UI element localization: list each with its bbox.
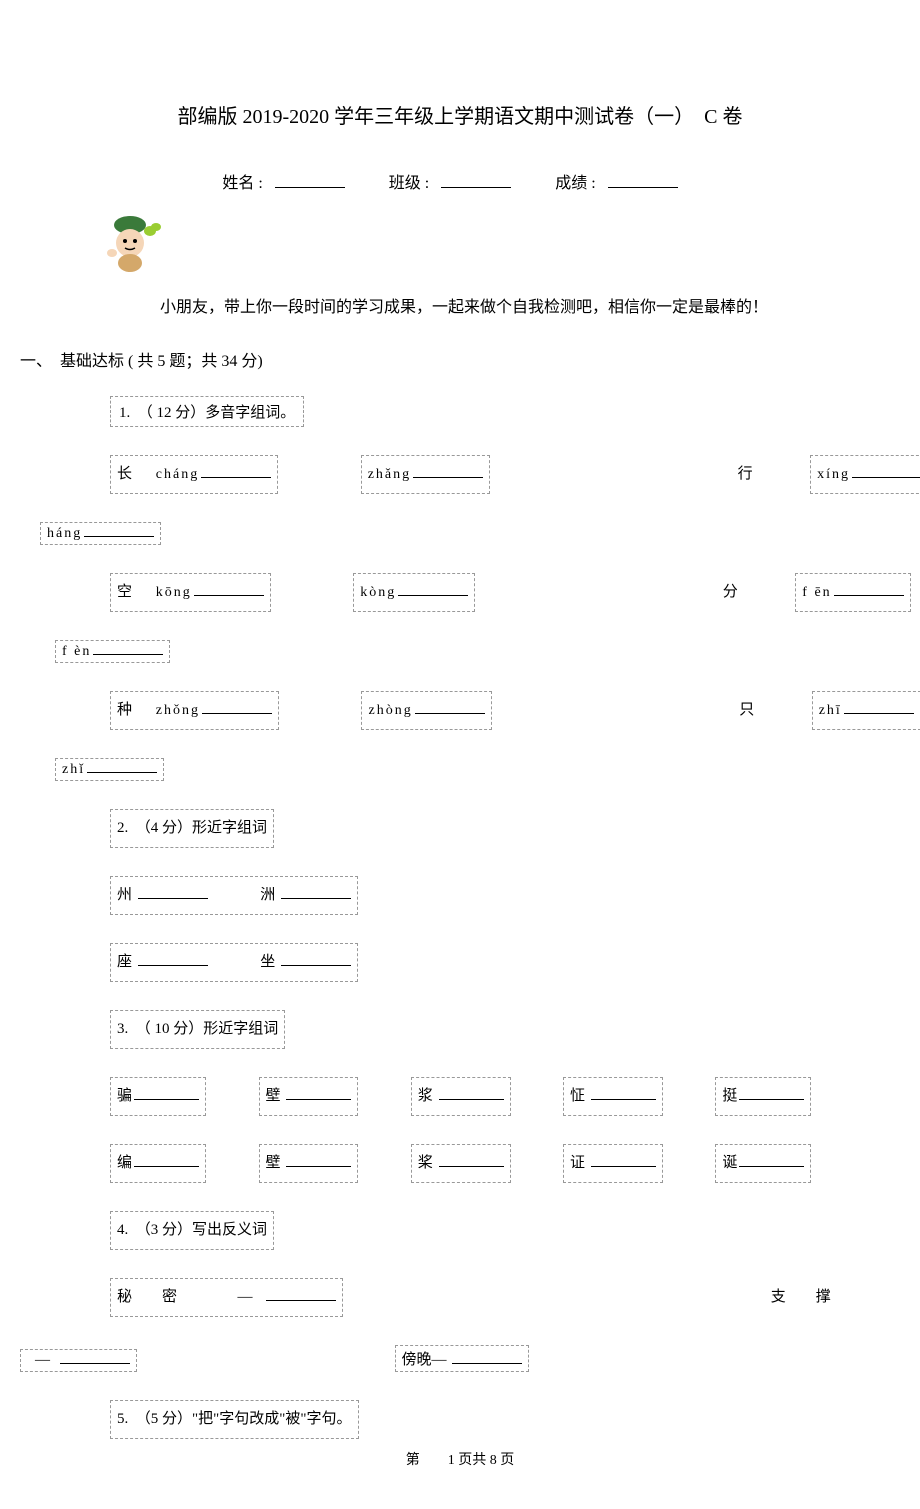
answer-blank[interactable] bbox=[834, 595, 904, 596]
q1-ch-zhong: 种 bbox=[117, 702, 132, 718]
q4-label: 4. （3 分）写出反义词 bbox=[110, 1211, 274, 1250]
answer-blank[interactable] bbox=[93, 654, 163, 655]
q1-pinyin: f ēn bbox=[802, 585, 831, 600]
q1-row1-wrap: háng bbox=[40, 522, 860, 545]
answer-blank[interactable] bbox=[591, 1166, 656, 1167]
answer-blank[interactable] bbox=[60, 1363, 130, 1364]
answer-blank[interactable] bbox=[591, 1099, 656, 1100]
q1-pinyin: háng bbox=[47, 526, 82, 541]
q3-char: 壁 bbox=[266, 1155, 281, 1171]
q1-pinyin: xíng bbox=[817, 467, 850, 482]
q3-char: 编 bbox=[117, 1155, 132, 1171]
q2-char: 州 bbox=[117, 887, 132, 903]
class-label: 班级 : bbox=[389, 175, 429, 192]
answer-blank[interactable] bbox=[415, 713, 485, 714]
q1-row2-wrap: f èn bbox=[55, 640, 860, 663]
q1-row3: 种 zhǒng zhòng 只 zhī bbox=[110, 691, 860, 730]
q2-label-row: 2. （4 分）形近字组词 bbox=[110, 809, 860, 848]
q2-char: 坐 bbox=[260, 954, 275, 970]
score-blank[interactable] bbox=[608, 187, 678, 188]
q1-ch-fen: 分 bbox=[723, 584, 738, 600]
answer-blank[interactable] bbox=[398, 595, 468, 596]
q2-label: 2. （4 分）形近字组词 bbox=[110, 809, 274, 848]
exam-page: 部编版 2019-2020 学年三年级上学期语文期中测试卷（一） C 卷 姓名 … bbox=[0, 0, 920, 1509]
answer-blank[interactable] bbox=[266, 1300, 336, 1301]
q1-pinyin: kòng bbox=[360, 585, 396, 600]
student-info-row: 姓名 : 班级 : 成绩 : bbox=[60, 169, 860, 193]
q1-pinyin: zhǎng bbox=[368, 467, 411, 482]
q3-label: 3. （ 10 分）形近字组词 bbox=[110, 1010, 285, 1049]
answer-blank[interactable] bbox=[844, 713, 914, 714]
answer-blank[interactable] bbox=[439, 1099, 504, 1100]
intro-text: 小朋友，带上你一段时间的学习成果，一起来做个自我检测吧，相信你一定是最棒的！ bbox=[160, 293, 860, 317]
q5-label: 5. （5 分）"把"字句改成"被"字句。 bbox=[110, 1400, 359, 1439]
q4-row2: — 傍晚— bbox=[20, 1345, 860, 1372]
q1-pinyin: zhī bbox=[819, 703, 842, 718]
answer-blank[interactable] bbox=[138, 965, 208, 966]
q1-ch-xing: 行 bbox=[738, 466, 753, 482]
answer-blank[interactable] bbox=[286, 1166, 351, 1167]
page-title: 部编版 2019-2020 学年三年级上学期语文期中测试卷（一） C 卷 bbox=[60, 100, 860, 129]
name-label: 姓名 : bbox=[222, 175, 262, 192]
answer-blank[interactable] bbox=[852, 477, 920, 478]
answer-blank[interactable] bbox=[138, 898, 208, 899]
answer-blank[interactable] bbox=[194, 595, 264, 596]
q1-row3-wrap: zhǐ bbox=[55, 758, 860, 781]
q2-row2: 座 坐 bbox=[110, 943, 860, 982]
q3-row1: 骗 壁 浆 怔 挺 bbox=[110, 1077, 860, 1116]
q1-pinyin: cháng bbox=[156, 467, 199, 482]
answer-blank[interactable] bbox=[87, 772, 157, 773]
answer-blank[interactable] bbox=[413, 477, 483, 478]
q2-char: 洲 bbox=[260, 887, 275, 903]
q1-pinyin: zhòng bbox=[368, 703, 412, 718]
q3-char: 证 bbox=[570, 1155, 585, 1171]
q4-label-row: 4. （3 分）写出反义词 bbox=[110, 1211, 860, 1250]
q4-word: 傍晚— bbox=[402, 1352, 447, 1368]
answer-blank[interactable] bbox=[202, 713, 272, 714]
answer-blank[interactable] bbox=[281, 965, 351, 966]
q3-row2: 编 壁 桨 证 诞 bbox=[110, 1144, 860, 1183]
dash: — bbox=[35, 1352, 50, 1368]
q1-label: 1. （ 12 分）多音字组词。 bbox=[110, 396, 304, 427]
q1-pinyin: zhǒng bbox=[156, 703, 200, 718]
q1-row2: 空 kōng kòng 分 f ēn bbox=[110, 573, 860, 612]
q3-char: 浆 bbox=[418, 1088, 433, 1104]
score-label: 成绩 : bbox=[555, 175, 595, 192]
answer-blank[interactable] bbox=[452, 1363, 522, 1364]
q3-char: 怔 bbox=[570, 1088, 585, 1104]
q3-char: 桨 bbox=[418, 1155, 433, 1171]
q3-char: 壁 bbox=[266, 1088, 281, 1104]
page-footer: 第 1 页共 8 页 bbox=[60, 1449, 860, 1469]
q3-label-row: 3. （ 10 分）形近字组词 bbox=[110, 1010, 860, 1049]
answer-blank[interactable] bbox=[134, 1166, 199, 1167]
q1-pinyin: f èn bbox=[62, 644, 91, 659]
answer-blank[interactable] bbox=[439, 1166, 504, 1167]
q1-ch-zhi: 只 bbox=[739, 702, 754, 718]
q1-row1: 长 cháng zhǎng 行 xíng bbox=[110, 455, 860, 494]
q1-pinyin: kōng bbox=[156, 585, 192, 600]
class-blank[interactable] bbox=[441, 187, 511, 188]
answer-blank[interactable] bbox=[739, 1099, 804, 1100]
q3-char: 骗 bbox=[117, 1088, 132, 1104]
answer-blank[interactable] bbox=[286, 1099, 351, 1100]
answer-blank[interactable] bbox=[84, 536, 154, 537]
q2-char: 座 bbox=[117, 954, 132, 970]
mascot-icon bbox=[100, 213, 860, 278]
answer-blank[interactable] bbox=[134, 1099, 199, 1100]
q1-ch-chang: 长 bbox=[117, 466, 132, 482]
q1-pinyin: zhǐ bbox=[62, 762, 85, 777]
q3-char: 挺 bbox=[722, 1088, 737, 1104]
section-1-header: 一、 基础达标 ( 共 5 题；共 34 分) bbox=[20, 347, 860, 371]
q2-row1: 州 洲 bbox=[110, 876, 860, 915]
q3-char: 诞 bbox=[722, 1155, 737, 1171]
answer-blank[interactable] bbox=[201, 477, 271, 478]
q4-row1: 秘 密 — 支 撑 bbox=[110, 1278, 860, 1317]
name-blank[interactable] bbox=[275, 187, 345, 188]
answer-blank[interactable] bbox=[281, 898, 351, 899]
answer-blank[interactable] bbox=[739, 1166, 804, 1167]
q5-label-row: 5. （5 分）"把"字句改成"被"字句。 bbox=[110, 1400, 860, 1439]
q1-ch-kong: 空 bbox=[117, 584, 132, 600]
